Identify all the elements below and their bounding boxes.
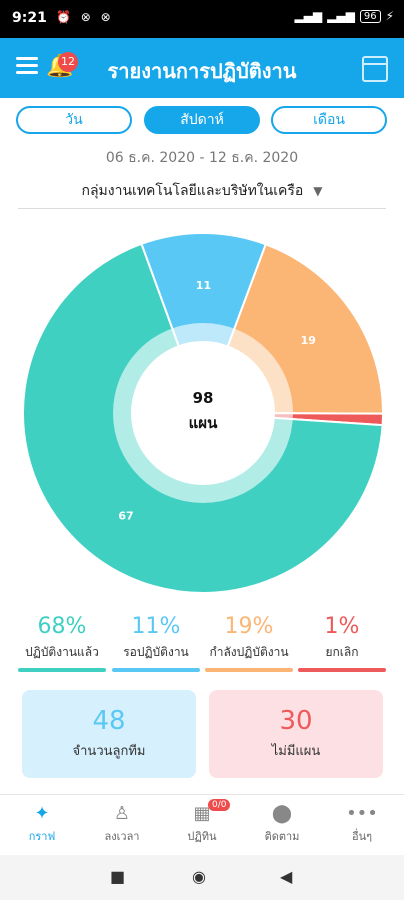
tab-week[interactable]: สัปดาห์ xyxy=(144,106,260,134)
no-plan-label: ไม่มีแผน xyxy=(271,744,321,759)
signal-icon: ▂▄▆ xyxy=(294,9,323,23)
caret-down-icon: ▼ xyxy=(313,184,323,198)
nav-check-in[interactable]: ♙ ลงเวลา xyxy=(82,801,162,845)
date-range: 06 ธ.ค. 2020 - 12 ธ.ค. 2020 xyxy=(105,150,299,166)
system-nav: ■ ◉ ◀ xyxy=(0,855,404,900)
battery-icon: 96 xyxy=(359,9,381,23)
nav-graph-label: กราฟ xyxy=(28,830,56,843)
location-icon: ⬤ xyxy=(271,803,293,824)
back-icon[interactable]: ◀ xyxy=(280,867,293,886)
menu-icon[interactable] xyxy=(16,57,38,75)
person-icon: ♙ xyxy=(113,803,131,824)
team-members-number: 48 xyxy=(92,706,126,736)
no-plan-card[interactable]: 30 ไม่มีแผน xyxy=(209,690,383,778)
team-members-card[interactable]: 48 จำนวนลูกทีม xyxy=(22,690,196,778)
slice-labels: 11 19 67 xyxy=(118,279,315,522)
nav-calendar-label: ปฏิทิน xyxy=(187,830,217,843)
home-icon[interactable]: ◉ xyxy=(192,867,206,886)
stat-waiting-bar xyxy=(112,668,200,672)
app-bar: 🔔 12 รายงานการปฏิบัติงาน xyxy=(0,38,404,98)
nav-tracking-label: ติดตาม xyxy=(264,830,300,843)
more-icon: ••• xyxy=(346,803,378,824)
nav-calendar[interactable]: ▦ 0/0 ปฏิทิน xyxy=(162,799,242,845)
stat-in-progress-bar xyxy=(205,668,293,672)
stat-in-progress: 19% กำลังปฏิบัติงาน xyxy=(205,614,293,672)
stat-done: 68% ปฏิบัติงานแล้ว xyxy=(18,614,106,672)
nav-more-label: อื่นๆ xyxy=(351,830,373,843)
calendar-icon[interactable] xyxy=(362,56,388,82)
stat-waiting-percent: 11% xyxy=(131,614,181,639)
slice-label-2: 19 xyxy=(301,334,316,347)
compass-icon: ✦ xyxy=(34,803,50,824)
status-time: 9:21 xyxy=(12,10,47,26)
group-selector[interactable]: กลุ่มงานเทคโนโลยีและบริษัทในเครือ ▼ xyxy=(0,180,404,202)
signal-icon-2: ▂▄▆ xyxy=(327,9,355,23)
stat-in-progress-label: กำลังปฏิบัติงาน xyxy=(209,645,289,659)
stat-cancelled: 1% ยกเลิก xyxy=(298,614,386,672)
stat-in-progress-percent: 19% xyxy=(224,614,274,639)
center-total: 98 xyxy=(193,389,214,407)
slice-label-1: 11 xyxy=(196,279,211,292)
nav-tracking[interactable]: ⬤ ติดตาม xyxy=(242,801,322,845)
divider xyxy=(18,208,386,209)
tab-month[interactable]: เดือน xyxy=(271,106,387,134)
nav-more[interactable]: ••• อื่นๆ xyxy=(322,801,402,845)
recent-apps-icon[interactable]: ■ xyxy=(110,867,126,886)
status-right: ▂▄▆ ▂▄▆ 96 ⚡ xyxy=(294,9,394,23)
slice-1 xyxy=(140,232,268,416)
calendar-icon: ▦ xyxy=(193,803,211,824)
no-plan-number: 30 xyxy=(279,706,313,736)
slice-label-0: 67 xyxy=(118,509,133,522)
stat-cancelled-bar xyxy=(298,668,386,672)
stat-done-label: ปฏิบัติงานแล้ว xyxy=(25,645,99,659)
team-members-label: จำนวนลูกทีม xyxy=(72,744,146,759)
stat-waiting-label: รอปฏิบัติงาน xyxy=(123,645,189,659)
center-label: แผน xyxy=(189,414,218,432)
stat-waiting: 11% รอปฏิบัติงาน xyxy=(112,614,200,672)
status-icons: ⏰ ⊗ ⊗ xyxy=(56,10,114,24)
stat-cancelled-label: ยกเลิก xyxy=(325,645,359,659)
donut-chart: 98 แผน 11 19 67 xyxy=(22,232,384,594)
nav-graph[interactable]: ✦ กราฟ xyxy=(2,801,82,845)
nav-check-in-label: ลงเวลา xyxy=(104,830,140,843)
notification-badge: 12 xyxy=(58,52,78,72)
group-selector-value: กลุ่มงานเทคโนโลยีและบริษัทในเครือ xyxy=(81,183,304,199)
charging-icon: ⚡ xyxy=(385,9,394,23)
stat-cancelled-percent: 1% xyxy=(324,614,360,639)
chart-center xyxy=(131,341,275,485)
tab-day[interactable]: วัน xyxy=(16,106,132,134)
stat-done-bar xyxy=(18,668,106,672)
page-title: รายงานการปฏิบัติงาน xyxy=(107,59,297,83)
status-bar: 9:21 ⏰ ⊗ ⊗ ▂▄▆ ▂▄▆ 96 ⚡ xyxy=(0,0,404,38)
stat-done-percent: 68% xyxy=(37,614,87,639)
calendar-badge: 0/0 xyxy=(208,799,231,811)
bottom-nav: ✦ กราฟ ♙ ลงเวลา ▦ 0/0 ปฏิทิน ⬤ ติดตาม ••… xyxy=(0,794,404,855)
